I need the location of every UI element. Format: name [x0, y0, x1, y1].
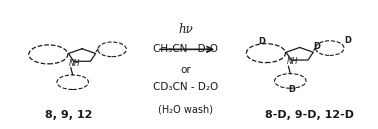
Text: 8, 9, 12: 8, 9, 12	[45, 110, 93, 120]
Text: hν: hν	[179, 23, 194, 36]
Text: NH: NH	[287, 58, 298, 66]
Text: D: D	[344, 36, 351, 45]
Text: CD₃CN - D₂O: CD₃CN - D₂O	[153, 82, 218, 92]
Text: (H₂O wash): (H₂O wash)	[158, 105, 214, 115]
Text: D: D	[313, 42, 320, 51]
Text: CH₃CN - D₂O: CH₃CN - D₂O	[153, 44, 218, 54]
Text: D: D	[259, 37, 266, 46]
Text: 8-D, 9-D, 12-D: 8-D, 9-D, 12-D	[265, 110, 353, 120]
Text: D: D	[289, 85, 296, 94]
Text: or: or	[181, 64, 191, 75]
Text: NH: NH	[69, 59, 80, 68]
